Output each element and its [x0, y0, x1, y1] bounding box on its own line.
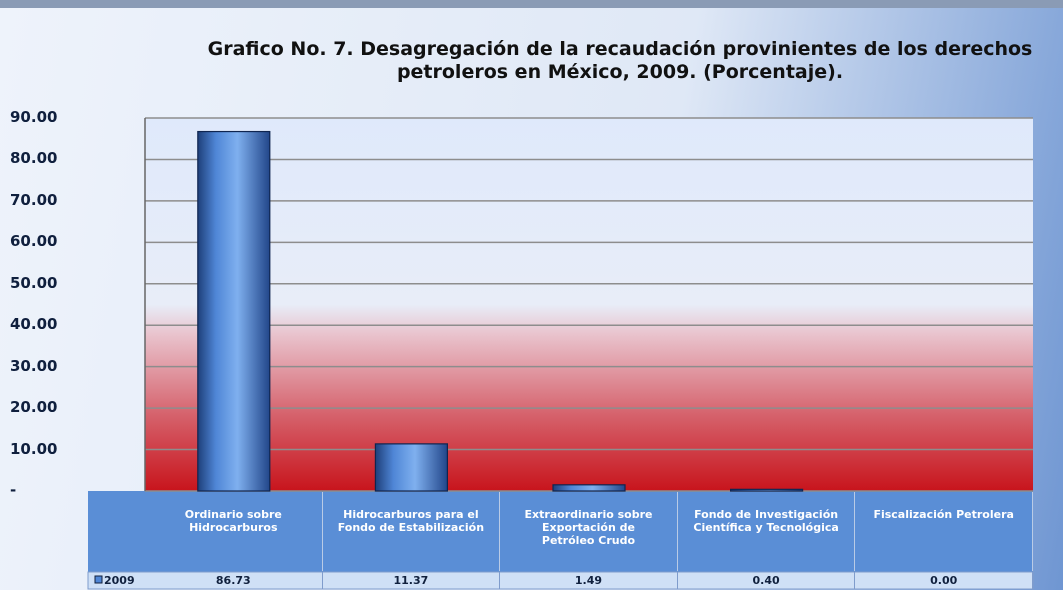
bar — [729, 488, 804, 492]
data-label: 0.40 — [678, 572, 856, 589]
y-tick-label: 90.00 — [10, 108, 58, 126]
category-label: Extraordinario sobre Exportación de Petr… — [500, 492, 678, 571]
category-label: Hidrocarburos para el Fondo de Estabiliz… — [323, 492, 501, 571]
bar — [552, 484, 626, 492]
y-tick-label: 20.00 — [10, 398, 58, 417]
category-label: Fondo de Investigación Científica y Tecn… — [678, 492, 856, 571]
y-tick-label: 80.00 — [10, 149, 58, 168]
y-tick-label: 50.00 — [10, 273, 58, 292]
y-tick-label: - — [10, 481, 17, 499]
y-tick-label: 30.00 — [10, 356, 58, 375]
category-label: Fiscalización Petrolera — [855, 492, 1033, 571]
data-label: 86.73 — [145, 572, 323, 589]
plot-background — [145, 118, 1033, 491]
y-tick-label: 40.00 — [10, 315, 58, 334]
bar — [197, 130, 271, 492]
plot: 2009 — [87, 117, 1034, 590]
bar — [374, 443, 448, 492]
y-tick-label: 70.00 — [10, 190, 58, 209]
data-label: 1.49 — [500, 572, 678, 589]
table-header-bg — [88, 491, 1033, 572]
y-tick-label: 60.00 — [10, 232, 58, 251]
category-label: Ordinario sobre Hidrocarburos — [145, 492, 323, 571]
legend-label: 2009 — [104, 574, 135, 587]
table-row-bg — [87, 571, 1034, 590]
y-tick-label: 10.00 — [10, 439, 58, 458]
chart-title: Grafico No. 7. Desagregación de la recau… — [207, 38, 1033, 83]
data-label: 11.37 — [323, 572, 501, 589]
legend-swatch — [94, 575, 103, 584]
data-label: 0.00 — [855, 572, 1033, 589]
